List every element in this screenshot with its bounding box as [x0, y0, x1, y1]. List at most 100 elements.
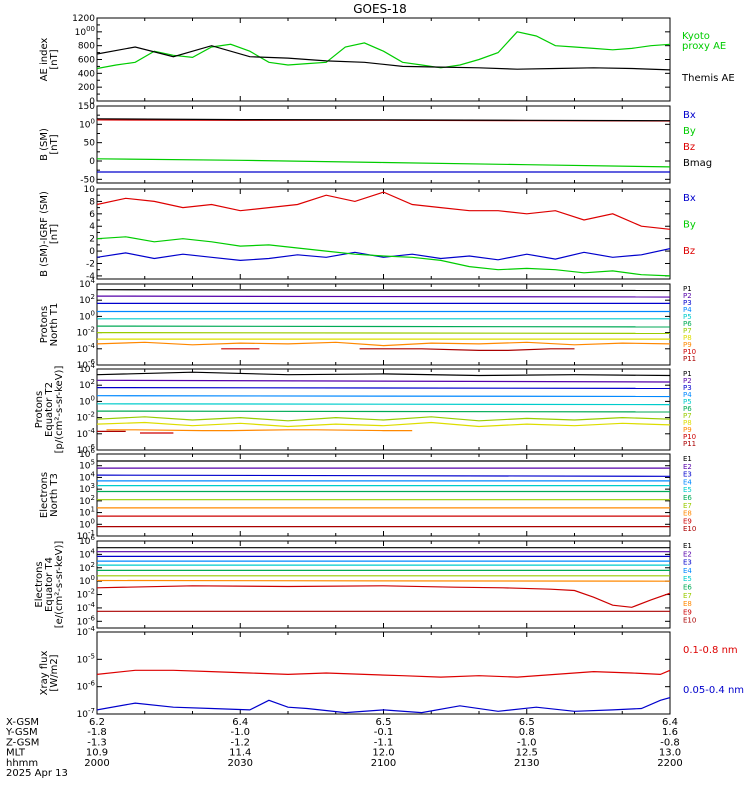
y-tick-label: 50 [84, 139, 96, 149]
y-tick-label-base: 10 [77, 532, 89, 542]
y-tick-label: 10-2 [77, 411, 95, 424]
ephemeris-value: 0.8 [519, 727, 535, 738]
legend-item: Themis AE [681, 73, 735, 84]
legend-item: P10 [683, 348, 696, 356]
y-tick-label: 102 [79, 293, 95, 306]
y-tick-label-base: 10 [77, 655, 89, 665]
y-tick-label-exp: 4 [91, 362, 96, 370]
series-line-p11 [359, 348, 575, 351]
ephemeris-value: -0.8 [660, 737, 680, 748]
legend-item: P3 [683, 384, 692, 392]
ephemeris-value: 13.0 [659, 748, 681, 759]
y-tick-label-exp: 2 [91, 378, 95, 386]
y-tick-label-base: 10 [79, 520, 91, 530]
legend-item: P4 [683, 306, 692, 314]
y-tick-label: 150 [78, 102, 95, 112]
y-tick-label: 100 [79, 309, 95, 322]
y-tick-label-exp: 3 [91, 482, 95, 490]
y-axis-label-line: [nT] [49, 134, 60, 154]
y-tick-label-base: 10 [77, 617, 89, 627]
y-tick-label: -50 [80, 175, 95, 185]
y-axis-label: B (SM)-IGRF (SM)[nT] [39, 191, 60, 277]
legend-item: E8 [683, 600, 692, 608]
series-line-themis-ae [97, 45, 670, 71]
series-line-bz [97, 191, 670, 230]
series-line-p6 [97, 410, 670, 413]
y-tick-label-exp: 2 [91, 293, 95, 301]
ephemeris-value: -1.1 [374, 737, 394, 748]
y-axis-label-line: B (SM) [39, 128, 50, 161]
legend-item: P6 [683, 405, 692, 413]
y-tick-label-exp: -6 [88, 680, 96, 688]
y-tick-label-base: 10 [79, 381, 91, 391]
y-tick-label-exp: 0 [91, 517, 95, 525]
y-tick-label: 8 [89, 197, 95, 207]
legend-item: E8 [683, 510, 692, 518]
legend-item: E10 [683, 525, 696, 533]
ephemeris-value: -0.1 [374, 727, 394, 738]
series-line-p5 [97, 403, 670, 406]
legend-item: E9 [683, 517, 692, 525]
ephemeris-value: -1.0 [517, 737, 537, 748]
legend-item: E6 [683, 584, 692, 592]
y-tick-label: 0 [89, 97, 95, 107]
y-tick-label-exp: 4 [91, 470, 96, 478]
y-tick-label-exp: 2 [91, 561, 95, 569]
y-tick-label-exp: 6 [91, 534, 96, 542]
y-tick-label-base: 10 [79, 550, 91, 560]
ephemeris-value: 12.0 [372, 748, 394, 759]
y-tick-label-base: 10 [77, 683, 89, 693]
y-tick-label-base: 10 [77, 361, 89, 371]
y-axis-label-line: B (SM)-IGRF (SM) [39, 191, 50, 277]
y-tick-label: 400 [78, 69, 95, 79]
ephemeris-value: 6.5 [376, 717, 392, 728]
legend-item: E6 [683, 494, 692, 502]
y-tick-label-base: 10 [79, 497, 91, 507]
ephemeris-value: 2200 [657, 758, 682, 769]
legend-item: P4 [683, 391, 692, 399]
y-tick-label-exp: 4 [91, 547, 96, 555]
y-tick-label-base: 10 [77, 446, 89, 456]
y-tick-label: 10-2 [77, 588, 95, 601]
y-tick-label: 105 [79, 459, 95, 472]
series-line-p3 [97, 387, 670, 389]
y-tick-label-base: 10 [79, 280, 91, 290]
series-line-p9 [97, 341, 670, 347]
y-tick-label: 10-7 [77, 707, 95, 720]
y-axis-label: ElectronsEquator T4[e/(cm²-s-sr-keV)] [34, 541, 65, 629]
series-line-p8 [97, 421, 670, 428]
ephemeris-value: -1.0 [230, 727, 250, 738]
ephemeris-value: 6.5 [519, 717, 535, 728]
y-tick-label-exp: -7 [88, 707, 95, 715]
legend-item: E9 [683, 608, 692, 616]
y-axis-label: AE index[nT] [39, 38, 60, 82]
legend-item: E7 [683, 592, 692, 600]
y-axis-label: ElectronsNorth T3 [39, 472, 60, 518]
y-axis-label-line: Electrons [34, 561, 45, 607]
y-tick-label-base: 10 [77, 628, 89, 638]
legend-item: P1 [683, 370, 692, 378]
panel-frame [96, 17, 671, 102]
ephemeris-row-label: MLT [6, 748, 26, 759]
y-tick-label-exp: 0 [91, 117, 95, 125]
y-tick-label-base: 10 [79, 450, 91, 460]
legend-item: E4 [683, 567, 692, 575]
y-tick-label: 10-6 [77, 443, 96, 456]
y-tick-label-exp: 5 [91, 459, 95, 467]
legend-item: P5 [683, 398, 692, 406]
y-tick-label-exp: 6 [91, 447, 96, 455]
y-axis-label: B (SM)[nT] [39, 128, 60, 161]
legend-item: E7 [683, 502, 692, 510]
y-tick-label: -2 [86, 259, 95, 269]
series-line-0-1-0-8-nm [97, 669, 670, 678]
panel-frame [96, 453, 671, 537]
series-line-p7 [97, 416, 670, 422]
series-line-p4 [97, 395, 670, 398]
y-tick-label-base: 10 [79, 296, 91, 306]
ephemeris-value: 2000 [84, 758, 109, 769]
y-tick-label-exp: -2 [88, 326, 95, 334]
legend-item: E3 [683, 559, 692, 567]
panel-e_north: 10-1100101102103104105106ElectronsNorth … [39, 447, 696, 542]
y-tick-label: 10-6 [77, 358, 96, 371]
